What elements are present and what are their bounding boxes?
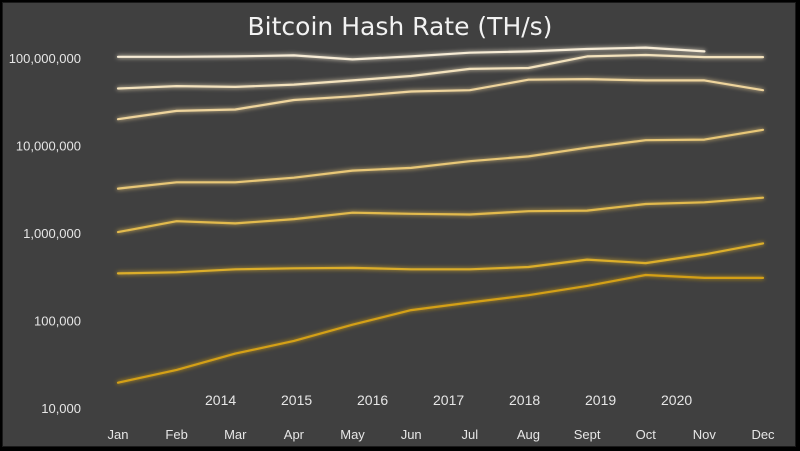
legend-label: 2020 [661, 392, 692, 408]
legend-item-2017: 2017 [409, 392, 464, 408]
x-tick-label: Sept [574, 427, 601, 442]
legend-label: 2018 [509, 392, 540, 408]
y-tick-label: 1,000,000 [23, 226, 81, 241]
series-line-2019 [116, 53, 765, 90]
chart-area: Bitcoin Hash Rate (TH/s) 10,000 100,000 1,… [2, 2, 796, 447]
legend-item-2016: 2016 [333, 392, 388, 408]
series-line-2016 [116, 196, 765, 234]
x-tick-label: May [340, 427, 365, 442]
legend: 2014 2015 2016 2017 2018 2019 2020 [181, 392, 692, 408]
x-axis: Jan Feb Mar Apr May Jun Jul Aug Sept Oct Nov Dec [108, 427, 776, 442]
legend-label: 2017 [433, 392, 464, 408]
x-tick-label: Nov [693, 427, 717, 442]
series-line-2014 [116, 273, 765, 384]
y-tick-label: 100,000,000 [9, 51, 81, 66]
series-line-2018 [116, 77, 765, 121]
legend-item-2020: 2020 [637, 392, 692, 408]
legend-label: 2014 [205, 392, 236, 408]
legend-item-2018: 2018 [485, 392, 540, 408]
legend-item-2019: 2019 [561, 392, 616, 408]
y-tick-label: 10,000,000 [16, 139, 81, 154]
x-tick-label: Jun [401, 427, 422, 442]
series-line-2015 [116, 242, 765, 275]
y-axis: 10,000 100,000 1,000,000 10,000,000 100,000,… [9, 51, 81, 416]
legend-item-2014: 2014 [181, 392, 236, 408]
y-tick-label: 10,000 [41, 401, 81, 416]
x-tick-label: Feb [165, 427, 187, 442]
legend-label: 2016 [357, 392, 388, 408]
x-tick-label: Apr [284, 427, 305, 442]
x-tick-label: Jul [462, 427, 479, 442]
x-tick-label: Oct [636, 427, 657, 442]
y-tick-label: 100,000 [34, 314, 81, 329]
legend-label: 2019 [585, 392, 616, 408]
chart-title: Bitcoin Hash Rate (TH/s) [248, 12, 553, 41]
series-lines [116, 46, 765, 384]
series-line-2017 [116, 128, 765, 190]
series-line-2020 [116, 46, 706, 61]
x-tick-label: Aug [517, 427, 540, 442]
x-tick-label: Dec [751, 427, 775, 442]
chart-svg: Bitcoin Hash Rate (TH/s) 10,000 100,000 1,… [9, 12, 776, 442]
x-tick-label: Jan [108, 427, 129, 442]
legend-item-2015: 2015 [257, 392, 312, 408]
legend-label: 2015 [281, 392, 312, 408]
x-tick-label: Mar [224, 427, 247, 442]
